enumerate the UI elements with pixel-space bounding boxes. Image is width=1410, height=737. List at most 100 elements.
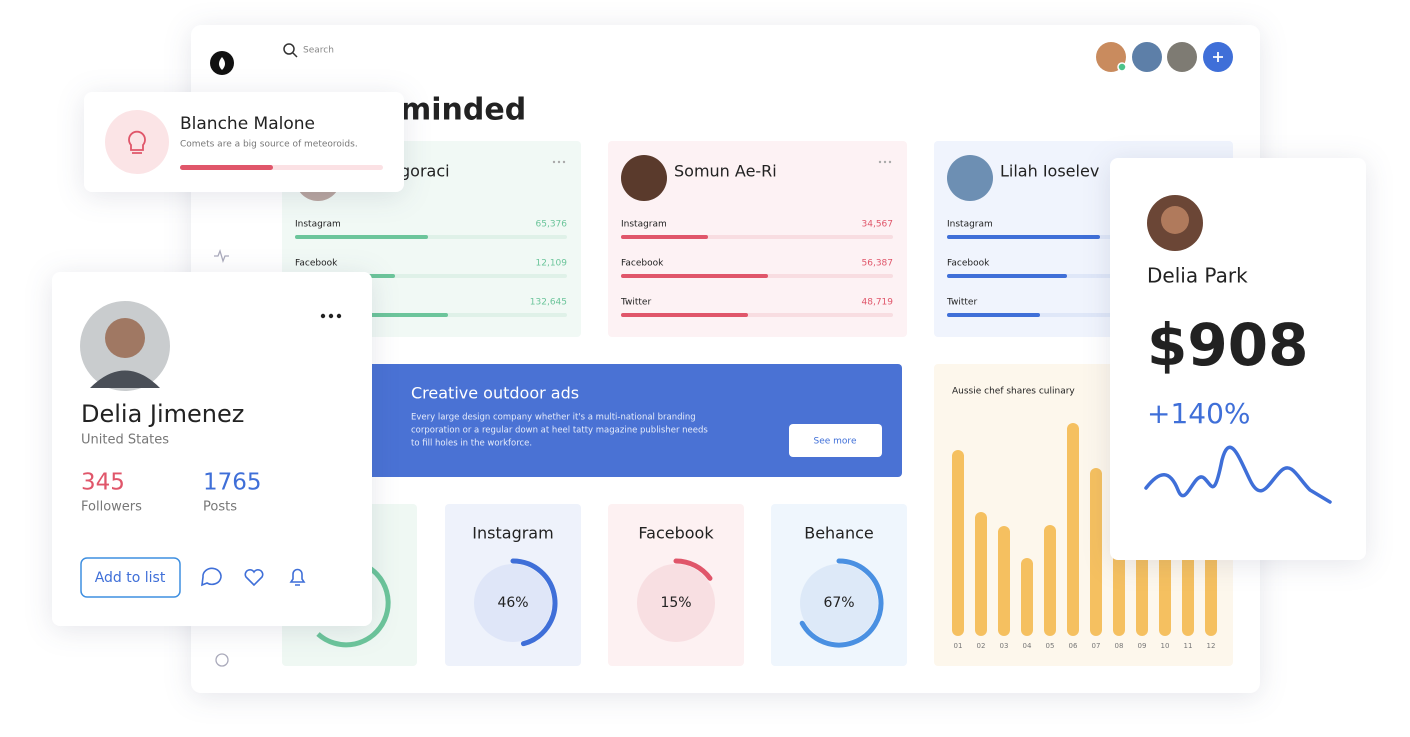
stat-value: 56,387	[862, 259, 894, 269]
x-tick-label: 04	[1023, 642, 1032, 650]
stat-label: Facebook	[621, 259, 664, 269]
donut-arc	[673, 558, 713, 581]
card-name: Lilah Ioselev	[1000, 162, 1099, 181]
avatar[interactable]	[1167, 42, 1197, 72]
ad-text: to fill holes in the workforce.	[411, 439, 532, 449]
donut-arc	[799, 558, 884, 648]
donut-value: 15%	[660, 595, 691, 611]
chat-icon[interactable]	[201, 567, 222, 587]
stat-name: Delia Park	[1147, 264, 1248, 288]
stat-label: Facebook	[947, 259, 990, 269]
stat-label: Twitter	[946, 298, 977, 308]
x-tick-label: 07	[1092, 642, 1101, 650]
profile-name: Delia Jimenez	[81, 400, 244, 428]
bar	[1090, 468, 1102, 636]
notification-text: Comets are a big source of meteoroids.	[180, 140, 358, 150]
avatar[interactable]	[1132, 42, 1162, 72]
x-tick-label: 12	[1207, 642, 1216, 650]
card-name: goraci	[400, 162, 450, 181]
search-input[interactable]: Search	[303, 46, 334, 56]
stat-label: Instagram	[621, 220, 667, 230]
posts-label: Posts	[203, 500, 237, 515]
logo-leaf	[219, 57, 225, 70]
stat-bar	[947, 313, 1040, 317]
card-menu-dot[interactable]	[888, 160, 892, 164]
settings-icon[interactable]	[215, 653, 229, 667]
stat-bar	[947, 235, 1100, 239]
card-menu-dot[interactable]	[883, 160, 887, 164]
donut-label: Behance	[804, 524, 874, 543]
avatar	[621, 155, 667, 201]
stat-value: 12,109	[536, 259, 568, 269]
stat-bar	[621, 274, 768, 278]
search-icon[interactable]	[283, 43, 295, 55]
donut-label: Instagram	[472, 524, 553, 543]
x-tick-label: 06	[1069, 642, 1078, 650]
bar	[952, 450, 964, 636]
x-tick-label: 02	[977, 642, 986, 650]
heading: minded	[400, 93, 526, 128]
heart-icon[interactable]	[244, 568, 264, 587]
posts-count: 1765	[203, 470, 262, 496]
stat-bar	[621, 313, 748, 317]
bell-icon[interactable]	[289, 568, 306, 586]
add-to-list-label[interactable]: Add to list	[95, 570, 166, 586]
stat-bar	[947, 274, 1067, 278]
stat-value: 65,376	[536, 220, 568, 230]
card-menu-dot[interactable]	[557, 160, 561, 164]
see-more-button[interactable]	[789, 424, 882, 457]
donut-bg	[800, 564, 878, 642]
avatar-face	[1161, 206, 1189, 234]
stat-value: 48,719	[862, 298, 894, 308]
x-tick-label: 11	[1184, 642, 1193, 650]
more-menu[interactable]	[320, 313, 342, 319]
donut-bg	[474, 564, 552, 642]
bar	[1021, 558, 1033, 636]
add-to-list-button[interactable]	[80, 557, 181, 598]
stat-label: Facebook	[295, 259, 338, 269]
notification-name: Blanche Malone	[180, 114, 315, 134]
stat-label: Instagram	[295, 220, 341, 230]
profile-avatar-face	[105, 318, 145, 358]
ad-text: Every large design company whether it's …	[411, 413, 696, 423]
x-tick-label: 09	[1138, 642, 1147, 650]
avatar	[947, 155, 993, 201]
bar	[998, 526, 1010, 636]
online-dot	[1117, 62, 1127, 72]
stat-label: Instagram	[947, 220, 993, 230]
ad-banner	[282, 364, 902, 477]
x-tick-label: 08	[1115, 642, 1124, 650]
followers-count: 345	[81, 470, 125, 496]
bar	[1067, 423, 1079, 636]
plus-icon	[1213, 52, 1223, 62]
profile-avatar-body	[90, 370, 160, 388]
card-menu-dot[interactable]	[562, 160, 566, 164]
profile-location: United States	[81, 433, 169, 448]
card-menu-dot[interactable]	[552, 160, 556, 164]
x-tick-label: 03	[1000, 642, 1009, 650]
see-more-label[interactable]: See more	[814, 437, 857, 447]
donut-value: 46%	[497, 595, 528, 611]
bar-chart-title: Aussie chef shares culinary	[952, 387, 1075, 397]
followers-label: Followers	[81, 500, 142, 515]
x-tick-label: 10	[1161, 642, 1170, 650]
trend-line	[1144, 445, 1332, 504]
card-menu-dot[interactable]	[878, 160, 882, 164]
bar	[975, 512, 987, 636]
card-name: Somun Ae-Ri	[674, 162, 777, 181]
stat-amount: $908	[1147, 311, 1308, 379]
donut-arc	[510, 558, 558, 647]
bulb-icon	[128, 130, 146, 154]
stat-bar	[295, 235, 428, 239]
activity-icon[interactable]	[214, 249, 229, 263]
donut-label: Facebook	[638, 524, 714, 543]
donut-bg	[637, 564, 715, 642]
search-icon-handle	[292, 52, 298, 58]
progress-fill	[180, 165, 273, 170]
icon-circle	[105, 110, 169, 174]
stat-value: 132,645	[530, 298, 567, 308]
x-tick-label: 05	[1046, 642, 1055, 650]
donut-value: 67%	[823, 595, 854, 611]
